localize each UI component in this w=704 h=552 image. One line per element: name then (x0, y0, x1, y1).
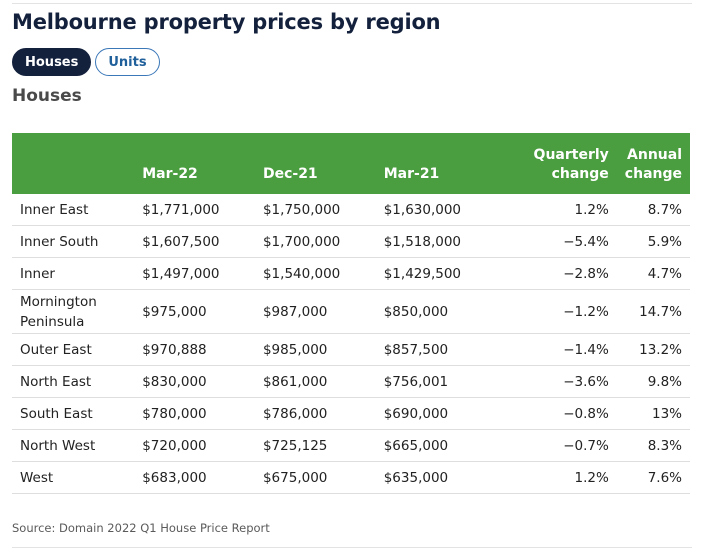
table-row: South East $780,000 $786,000 $690,000 −0… (12, 397, 690, 430)
price-mar-22-cell: $975,000 (134, 289, 255, 334)
table-row: Inner East $1,771,000 $1,750,000 $1,630,… (12, 194, 690, 226)
price-dec-21-cell: $985,000 (254, 333, 376, 366)
price-mar-21-cell: $665,000 (375, 429, 497, 462)
table-row: Inner South $1,607,500 $1,700,000 $1,518… (12, 225, 690, 258)
table-row: North East $830,000 $861,000 $756,001 −3… (12, 365, 690, 398)
annual-change-cell: 7.6% (616, 461, 690, 494)
column-header-annual-change: Annual change (624, 147, 682, 182)
quarterly-change-cell: 1.2% (496, 194, 617, 226)
table-row: West $683,000 $675,000 $635,000 1.2% 7.6… (12, 461, 690, 494)
annual-change-cell: 13% (616, 397, 690, 430)
price-mar-22-cell: $1,497,000 (134, 257, 255, 290)
quarterly-change-cell: 1.2% (496, 461, 617, 494)
region-cell: Mornington Peninsula (12, 289, 135, 334)
price-table: Mar-22 Dec-21 Mar-21 Quarterly change An… (12, 133, 690, 494)
price-dec-21-cell: $987,000 (254, 289, 376, 334)
price-mar-22-cell: $1,771,000 (134, 194, 255, 226)
column-header-mar-21: Mar-21 (383, 166, 440, 182)
price-mar-21-cell: $850,000 (375, 289, 497, 334)
price-dec-21-cell: $861,000 (254, 365, 376, 398)
annual-change-cell: 8.3% (616, 429, 690, 462)
quarterly-change-cell: −0.7% (496, 429, 617, 462)
price-dec-21-cell: $725,125 (254, 429, 376, 462)
region-cell: Inner (12, 257, 135, 290)
tab-units[interactable]: Units (95, 48, 160, 76)
quarterly-change-cell: −1.4% (496, 333, 617, 366)
table-row: North West $720,000 $725,125 $665,000 −0… (12, 429, 690, 462)
price-mar-22-cell: $780,000 (134, 397, 255, 430)
price-mar-21-cell: $1,630,000 (375, 194, 497, 226)
price-mar-22-cell: $830,000 (134, 365, 255, 398)
table-row: Mornington Peninsula $975,000 $987,000 $… (12, 289, 690, 334)
price-dec-21-cell: $1,540,000 (254, 257, 376, 290)
price-dec-21-cell: $1,700,000 (254, 225, 376, 258)
price-mar-22-cell: $720,000 (134, 429, 255, 462)
region-cell: Inner South (12, 225, 135, 258)
price-dec-21-cell: $675,000 (254, 461, 376, 494)
price-mar-21-cell: $635,000 (375, 461, 497, 494)
region-cell: Inner East (12, 194, 135, 226)
price-mar-21-cell: $1,429,500 (375, 257, 497, 290)
annual-change-cell: 13.2% (616, 333, 690, 366)
source-note: Source: Domain 2022 Q1 House Price Repor… (12, 521, 270, 535)
annual-change-cell: 14.7% (616, 289, 690, 334)
price-dec-21-cell: $786,000 (254, 397, 376, 430)
quarterly-change-cell: −1.2% (496, 289, 617, 334)
section-heading: Houses (12, 86, 82, 106)
table-header-row: Mar-22 Dec-21 Mar-21 Quarterly change An… (12, 133, 690, 194)
quarterly-change-cell: −2.8% (496, 257, 617, 290)
table-row: Inner $1,497,000 $1,540,000 $1,429,500 −… (12, 257, 690, 290)
price-mar-21-cell: $690,000 (375, 397, 497, 430)
price-mar-22-cell: $683,000 (134, 461, 255, 494)
price-mar-21-cell: $756,001 (375, 365, 497, 398)
region-cell: North West (12, 429, 135, 462)
annual-change-cell: 4.7% (616, 257, 690, 290)
column-header-region (12, 133, 134, 194)
table-row: Outer East $970,888 $985,000 $857,500 −1… (12, 333, 690, 366)
region-cell: Outer East (12, 333, 135, 366)
column-header-dec-21: Dec-21 (262, 166, 318, 182)
bottom-divider (12, 547, 692, 548)
quarterly-change-cell: −3.6% (496, 365, 617, 398)
region-cell: West (12, 461, 135, 494)
column-header-quarterly-change: Quarterly change (533, 147, 609, 182)
annual-change-cell: 9.8% (616, 365, 690, 398)
annual-change-cell: 5.9% (616, 225, 690, 258)
annual-change-cell: 8.7% (616, 194, 690, 226)
column-header-mar-22: Mar-22 (142, 166, 198, 182)
price-mar-22-cell: $1,607,500 (134, 225, 255, 258)
region-cell: South East (12, 397, 135, 430)
price-mar-22-cell: $970,888 (134, 333, 255, 366)
quarterly-change-cell: −0.8% (496, 397, 617, 430)
property-type-tabs: Houses Units (12, 48, 160, 76)
price-dec-21-cell: $1,750,000 (254, 194, 376, 226)
quarterly-change-cell: −5.4% (496, 225, 617, 258)
tab-houses[interactable]: Houses (12, 48, 92, 76)
top-divider (12, 3, 692, 4)
price-mar-21-cell: $1,518,000 (375, 225, 497, 258)
region-cell: North East (12, 365, 135, 398)
page-title: Melbourne property prices by region (12, 10, 441, 34)
price-mar-21-cell: $857,500 (375, 333, 497, 366)
